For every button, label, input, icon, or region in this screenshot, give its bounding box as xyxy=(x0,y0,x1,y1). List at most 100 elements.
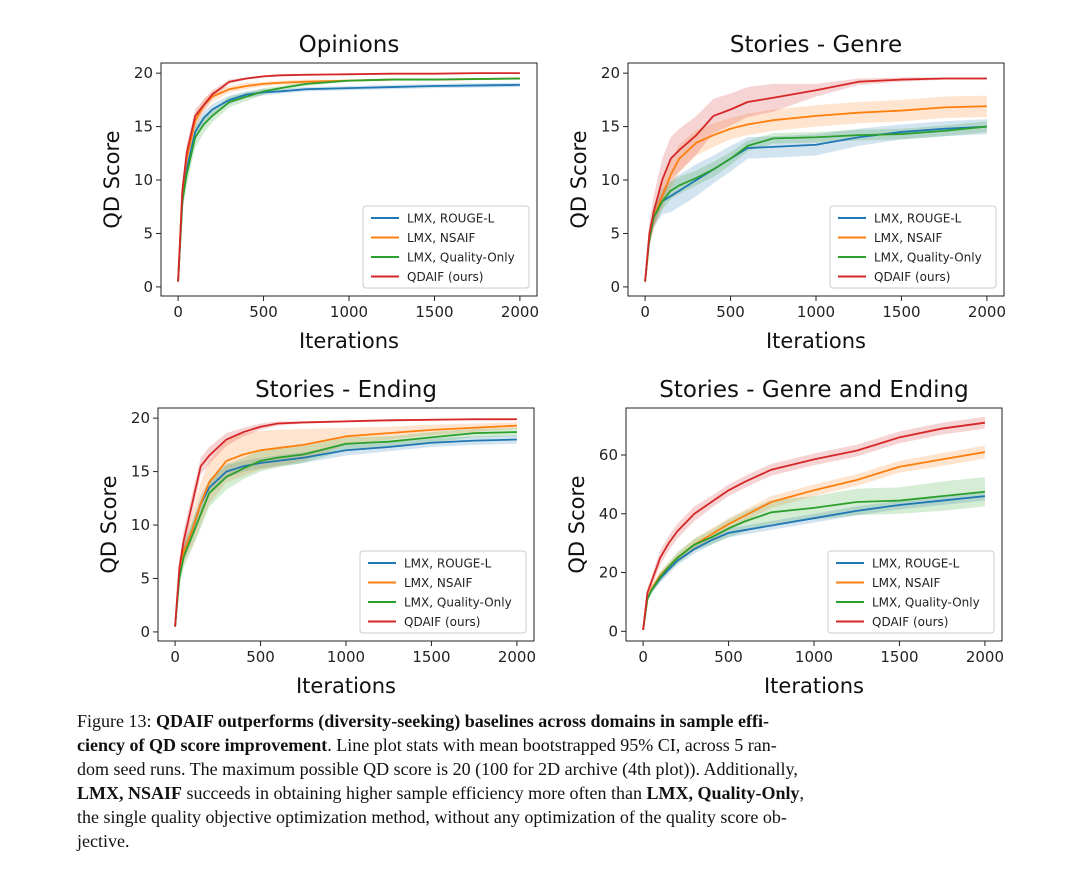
x-tick-label: 2000 xyxy=(501,303,539,321)
ci-band xyxy=(645,121,987,285)
caption-line: jective. xyxy=(77,829,1003,853)
x-tick-label: 2000 xyxy=(966,648,1004,666)
legend-label: LMX, NSAIF xyxy=(872,576,940,590)
chart-svg: Opinions 0 500 1000 1500 2000 0 5 10 15 20 Iteratio… xyxy=(100,32,539,353)
legend-label: LMX, NSAIF xyxy=(407,231,475,245)
ci-band xyxy=(178,77,520,285)
y-tick-label: 10 xyxy=(601,171,620,189)
x-tick-label: 1500 xyxy=(412,648,450,666)
series-line xyxy=(174,424,517,627)
legend-label: LMX, ROUGE-L xyxy=(872,557,960,571)
chart-svg: Stories - Genre and Ending 0 500 1000 1500 20… xyxy=(565,377,1004,698)
legend-label: LMX, ROUGE-L xyxy=(404,557,492,571)
chart-stories-ending: Stories - Ending 0 500 1000 1500 2000 0 5 10 15 20… xyxy=(83,363,553,708)
chart-title: Stories - Genre and Ending xyxy=(659,377,968,403)
legend-label: LMX, NSAIF xyxy=(404,576,472,590)
y-tick-label: 5 xyxy=(140,569,150,587)
x-tick-label: 500 xyxy=(714,648,743,666)
x-axis-label: Iterations xyxy=(296,674,396,698)
y-tick-label: 15 xyxy=(601,118,620,136)
caption-bold-text: ciency of QD score improvement xyxy=(77,735,328,755)
x-tick-label: 2000 xyxy=(498,648,536,666)
y-tick-label: 15 xyxy=(131,463,150,481)
legend-label: QDAIF (ours) xyxy=(407,270,483,284)
y-tick-label: 20 xyxy=(131,409,150,427)
y-axis-label: QD Score xyxy=(97,475,121,573)
legend: LMX, ROUGE-L LMX, NSAIF LMX, Quality-Only Q… xyxy=(827,550,995,634)
x-tick-label: 0 xyxy=(638,648,648,666)
x-tick-label: 2000 xyxy=(968,303,1006,321)
figure-caption: Figure 13: QDAIF outperforms (diversity-… xyxy=(77,709,1003,853)
y-tick-label: 5 xyxy=(143,224,153,242)
caption-line: LMX, NSAIF succeeds in obtaining higher … xyxy=(77,781,1003,805)
caption-line: dom seed runs. The maximum possible QD s… xyxy=(77,757,1003,781)
chart-stories-genre-ending: Stories - Genre and Ending 0 500 1000 1500 20… xyxy=(551,363,1021,708)
legend-label: LMX, Quality-Only xyxy=(407,251,515,265)
x-tick-label: 1500 xyxy=(415,303,453,321)
x-tick-label: 0 xyxy=(640,303,650,321)
y-tick-label: 20 xyxy=(599,564,618,582)
chart-svg: Stories - Ending 0 500 1000 1500 2000 0 5 10 15 20… xyxy=(97,377,536,698)
chart-title: Stories - Ending xyxy=(255,377,437,403)
y-tick-label: 0 xyxy=(610,278,620,296)
caption-line: Figure 13: QDAIF outperforms (diversity-… xyxy=(77,709,1003,733)
legend-box xyxy=(827,550,995,634)
y-tick-label: 5 xyxy=(610,224,620,242)
legend-box xyxy=(362,205,530,289)
ci-band xyxy=(643,445,985,632)
x-tick-label: 500 xyxy=(246,648,275,666)
series-line xyxy=(644,77,987,282)
x-tick-label: 1500 xyxy=(880,648,918,666)
caption-text: dom seed runs. The maximum possible QD s… xyxy=(77,759,798,779)
legend-label: QDAIF (ours) xyxy=(872,615,948,629)
y-tick-label: 20 xyxy=(134,64,153,82)
chart-stories-genre: Stories - Genre 0 500 1000 1500 2000 0 5 10 15 20 I… xyxy=(553,18,1023,363)
caption-line: the single quality objective optimizatio… xyxy=(77,805,1003,829)
y-tick-label: 0 xyxy=(608,622,618,640)
y-tick-label: 10 xyxy=(134,171,153,189)
legend-label: QDAIF (ours) xyxy=(404,615,480,629)
legend: LMX, ROUGE-L LMX, NSAIF LMX, Quality-Only Q… xyxy=(362,205,530,289)
legend-box xyxy=(829,205,997,289)
legend-label: LMX, Quality-Only xyxy=(404,596,512,610)
chart-title: Stories - Genre xyxy=(730,32,902,58)
legend-label: LMX, ROUGE-L xyxy=(874,212,962,226)
x-tick-label: 1000 xyxy=(330,303,368,321)
legend: LMX, ROUGE-L LMX, NSAIF LMX, Quality-Only Q… xyxy=(359,550,527,634)
x-axis-label: Iterations xyxy=(299,329,399,353)
x-axis-label: Iterations xyxy=(766,329,866,353)
y-tick-label: 0 xyxy=(143,278,153,296)
y-tick-label: 60 xyxy=(599,446,618,464)
x-tick-label: 0 xyxy=(170,648,180,666)
x-tick-label: 1000 xyxy=(795,648,833,666)
y-tick-label: 20 xyxy=(601,64,620,82)
series-line xyxy=(174,418,517,627)
caption-bold-text: LMX, NSAIF xyxy=(77,783,183,803)
legend-label: QDAIF (ours) xyxy=(874,270,950,284)
legend: LMX, ROUGE-L LMX, NSAIF LMX, Quality-Only Q… xyxy=(829,205,997,289)
caption-text: . Line plot stats with mean bootstrapped… xyxy=(327,735,777,755)
caption-text: , xyxy=(799,783,805,803)
x-tick-label: 1000 xyxy=(327,648,365,666)
y-tick-label: 10 xyxy=(131,516,150,534)
series-line xyxy=(177,72,520,282)
x-tick-label: 0 xyxy=(173,303,183,321)
series-line xyxy=(644,105,987,282)
y-axis-label: QD Score xyxy=(565,475,589,573)
legend-label: LMX, Quality-Only xyxy=(872,596,980,610)
y-tick-label: 0 xyxy=(140,623,150,641)
caption-bold-text: LMX, Quality-Only xyxy=(646,783,800,803)
x-tick-label: 500 xyxy=(249,303,278,321)
legend-box xyxy=(359,550,527,634)
ci-band xyxy=(645,119,987,285)
legend-label: LMX, ROUGE-L xyxy=(407,212,495,226)
x-tick-label: 1500 xyxy=(882,303,920,321)
caption-text: Figure 13: xyxy=(77,711,156,731)
x-axis-label: Iterations xyxy=(764,674,864,698)
x-tick-label: 500 xyxy=(716,303,745,321)
caption-text: the single quality objective optimizatio… xyxy=(77,807,787,827)
caption-line: ciency of QD score improvement. Line plo… xyxy=(77,733,1003,757)
series-line xyxy=(174,431,517,627)
ci-band xyxy=(643,491,985,632)
chart-title: Opinions xyxy=(299,32,400,58)
